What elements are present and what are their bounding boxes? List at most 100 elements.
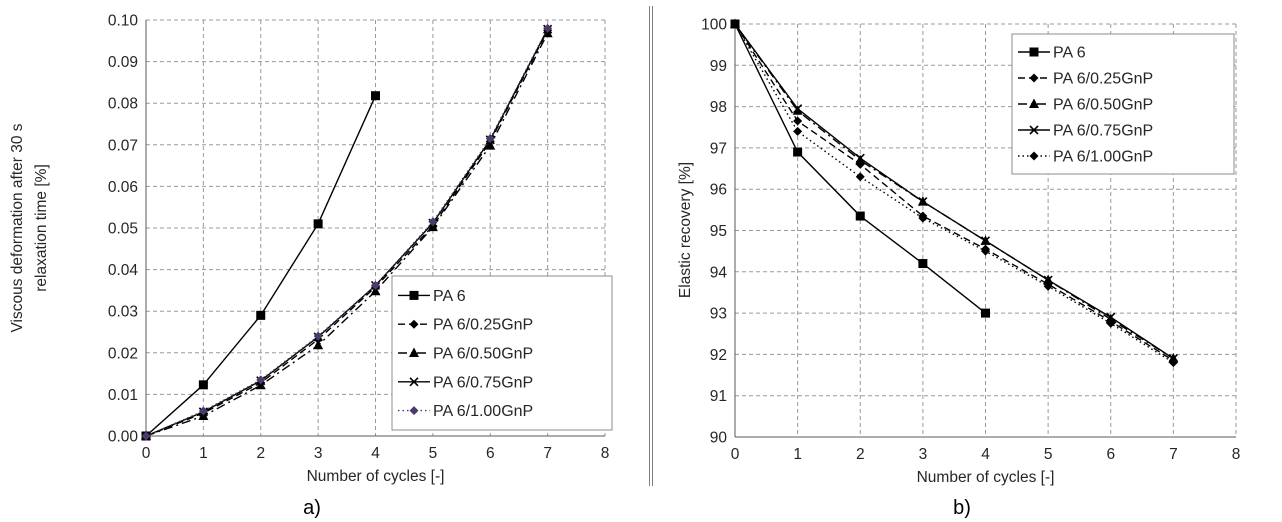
y-tick-label: 96	[710, 182, 727, 199]
data-point	[256, 375, 266, 385]
series-line	[734, 23, 1174, 360]
y-tick-label: 91	[710, 388, 727, 405]
x-tick-label: 2	[856, 446, 865, 463]
x-axis-title: Number of cycles [-]	[917, 469, 1055, 486]
data-point	[855, 153, 865, 163]
x-tick-label: 4	[981, 446, 990, 463]
data-point	[918, 197, 928, 207]
x-tick-label: 5	[429, 445, 438, 462]
x-tick-label: 1	[793, 446, 802, 463]
data-point	[981, 246, 990, 256]
legend-entry: PA 6/1.00GnP	[433, 403, 533, 420]
data-point	[427, 221, 438, 232]
y-tick-label: 0.06	[108, 179, 138, 196]
data-point	[141, 431, 151, 441]
y-tick-label: 0.05	[108, 221, 138, 238]
series-line	[145, 32, 549, 437]
legend-entry: PA 6/0.75GnP	[433, 374, 533, 391]
y-tick-label: 0.04	[108, 262, 139, 279]
data-point	[543, 23, 553, 33]
chart-a: 0 1 2 3 4 5 6 7 8 0.00 0.01 0.02 0.03 0.04 0.05 0.06 0.0…	[9, 13, 613, 485]
series-5	[730, 19, 1178, 368]
series-line	[145, 27, 549, 437]
legend-marker	[409, 319, 419, 329]
data-point	[1105, 313, 1116, 324]
x-tick-label: 3	[919, 446, 928, 463]
y-tick-label: 94	[710, 264, 728, 281]
data-point	[1043, 281, 1053, 291]
data-point	[855, 172, 865, 182]
x-tick-label: 2	[256, 445, 265, 462]
data-point	[918, 259, 928, 269]
data-point	[371, 280, 380, 290]
x-tick-label: 0	[142, 445, 151, 462]
data-point	[1168, 358, 1178, 368]
data-point	[428, 217, 438, 227]
y-tick-label: 99	[710, 58, 727, 75]
data-point	[485, 140, 496, 150]
legend-box	[1011, 33, 1235, 175]
data-point	[918, 213, 928, 223]
series-line	[145, 28, 549, 437]
legend-marker	[409, 406, 419, 416]
data-point	[793, 126, 803, 136]
legend-entry: PA 6/0.50GnP	[1053, 97, 1153, 114]
y-tick-label: 90	[710, 430, 728, 447]
legend-marker	[1029, 47, 1039, 57]
y-tick-label: 92	[710, 347, 727, 364]
legend-entry: PA 6	[433, 288, 466, 305]
legend: PA 6 PA 6/0.25GnP PA 6/0.50GnP PA 6/0.75GnP…	[1011, 33, 1235, 175]
legend-entry: PA 6/0.75GnP	[1053, 123, 1153, 140]
y-tick-label: 0.10	[108, 13, 139, 30]
panel-label-a: a)	[303, 497, 321, 519]
legend-marker	[1029, 151, 1039, 161]
series-line	[145, 30, 549, 437]
y-tick-label: 0.01	[108, 387, 138, 404]
y-axis-title: Viscous deformation after 30 s	[9, 123, 26, 332]
x-tick-label: 8	[1232, 446, 1241, 463]
x-tick-label: 0	[731, 446, 740, 463]
x-axis-title: Number of cycles [-]	[307, 468, 445, 485]
x-tick-label: 6	[486, 445, 495, 462]
data-point	[371, 91, 380, 101]
y-tick-label: 98	[710, 99, 727, 116]
x-tick-label: 7	[1169, 446, 1178, 463]
data-point	[730, 19, 740, 29]
x-tick-label: 7	[543, 445, 552, 462]
y-tick-label: 0.07	[108, 137, 138, 154]
y-tick-label: 0.00	[108, 429, 139, 446]
legend-entry: PA 6/1.00GnP	[1053, 149, 1153, 166]
x-tick-label: 4	[371, 445, 380, 462]
x-tick-label: 6	[1106, 446, 1115, 463]
data-point	[792, 105, 803, 115]
data-point	[255, 379, 266, 390]
y-axis-title: Elastic recovery [%]	[677, 162, 694, 298]
legend-box	[391, 275, 613, 431]
legend-entry: PA 6/0.50GnP	[433, 346, 533, 363]
data-point	[370, 285, 381, 296]
y-tick-label: 95	[710, 223, 727, 240]
data-point	[793, 116, 803, 126]
legend-entry: PA 6	[1053, 45, 1086, 62]
legend-marker	[1029, 98, 1039, 108]
data-point	[198, 380, 208, 390]
y-axis-title: relaxation time [%]	[33, 164, 50, 292]
data-point	[855, 211, 865, 221]
series-line	[734, 23, 1174, 362]
y-tick-label: 0.02	[108, 345, 138, 362]
data-point	[198, 406, 208, 416]
x-tick-label: 1	[199, 445, 208, 462]
x-tick-label: 5	[1044, 446, 1053, 463]
x-tick-label: 8	[601, 445, 610, 462]
y-tick-label: 0.08	[108, 96, 138, 113]
panel-label-b: b)	[953, 497, 971, 519]
data-point	[313, 331, 323, 341]
data-point	[1043, 275, 1053, 285]
data-point	[313, 339, 324, 350]
series-5	[141, 23, 553, 441]
legend-entry: PA 6/0.25GnP	[1053, 71, 1153, 88]
legend-marker	[1029, 125, 1039, 135]
data-point	[793, 147, 803, 157]
legend-marker	[409, 290, 419, 300]
